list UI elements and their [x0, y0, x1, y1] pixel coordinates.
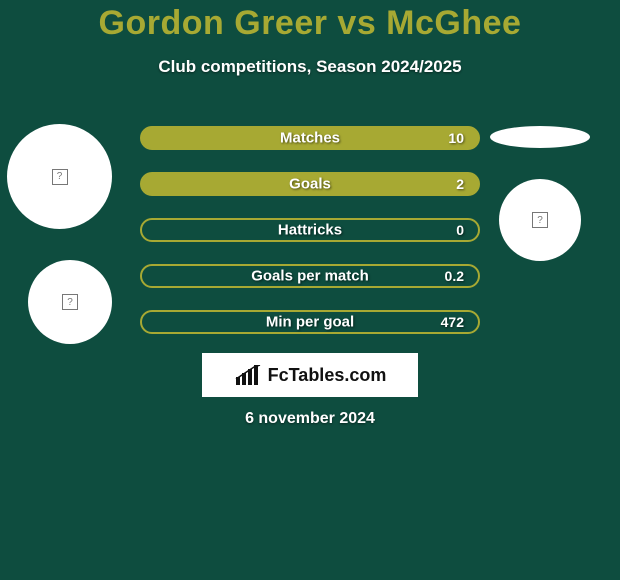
image-placeholder-icon: ?: [52, 169, 68, 185]
stat-bar-label: Goals: [289, 176, 331, 193]
player-avatar: ?: [28, 260, 112, 344]
stat-bar-label: Min per goal: [266, 314, 354, 331]
brand-box: FcTables.com: [202, 353, 418, 397]
stat-bar-value: 0.2: [445, 268, 464, 284]
stat-bar-value: 2: [456, 176, 464, 192]
stat-bar-value: 0: [456, 222, 464, 238]
stat-bars: Matches 10 Goals 2 Hattricks 0 Goals per match…: [140, 126, 480, 356]
stat-bar: Min per goal 472: [140, 310, 480, 334]
image-placeholder-icon: ?: [532, 212, 548, 228]
stat-bar-label: Goals per match: [251, 268, 369, 285]
stat-bar-label: Matches: [280, 130, 340, 147]
stat-bar: Goals 2: [140, 172, 480, 196]
page-title: Gordon Greer vs McGhee: [0, 4, 620, 43]
image-placeholder-icon: ?: [62, 294, 78, 310]
brand-text: FcTables.com: [268, 365, 387, 386]
player-avatar: ?: [499, 179, 581, 261]
date-text: 6 november 2024: [0, 410, 620, 428]
stat-bar: Hattricks 0: [140, 218, 480, 242]
bar-chart-icon: [234, 365, 262, 385]
player-avatar: ?: [7, 124, 112, 229]
stat-bar: Goals per match 0.2: [140, 264, 480, 288]
decorative-oval: [490, 126, 590, 148]
stat-bar-value: 10: [448, 130, 464, 146]
page-subtitle: Club competitions, Season 2024/2025: [0, 57, 620, 77]
content: Gordon Greer vs McGhee Club competitions…: [0, 0, 620, 580]
stat-bar-value: 472: [441, 314, 464, 330]
stat-bar: Matches 10: [140, 126, 480, 150]
stat-bar-label: Hattricks: [278, 222, 342, 239]
